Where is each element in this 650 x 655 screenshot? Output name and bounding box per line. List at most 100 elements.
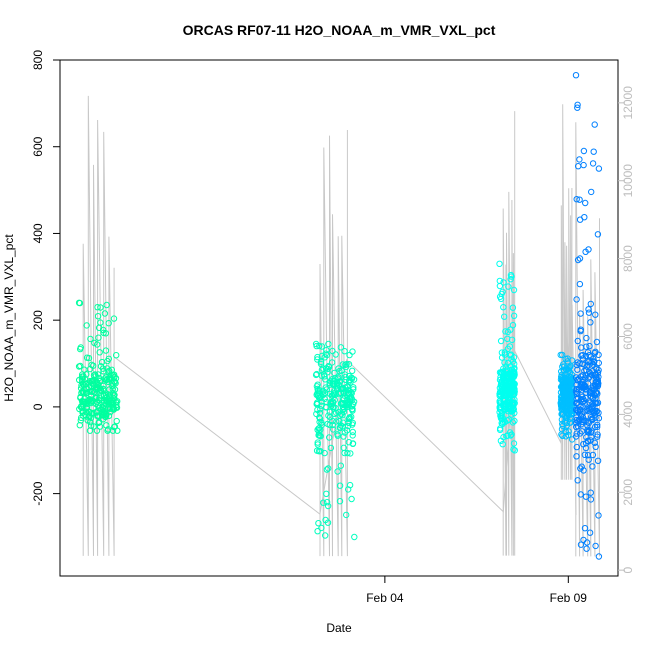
data-point [572,72,580,79]
data-point [496,260,503,267]
data-point [342,373,349,381]
data-point [584,422,591,429]
data-point [578,413,585,420]
data-point [590,361,597,369]
data-point [573,430,580,437]
data-point [507,271,515,279]
data-point [86,365,94,373]
data-point [335,365,342,372]
data-point [89,388,97,395]
data-point [343,511,350,519]
data-point [345,390,352,397]
data-point [579,351,586,359]
data-point [559,382,567,389]
data-point [110,405,118,412]
data-point [498,382,505,389]
data-point [325,363,333,371]
data-point [582,493,590,500]
data-point [349,367,356,374]
y2-axis-tick-label: 12000 [621,86,635,120]
y-axis-tick-label: 800 [31,50,45,70]
data-point [95,334,102,341]
data-point [510,312,518,319]
data-point [86,427,94,434]
data-point [324,502,332,510]
data-point [558,368,565,375]
data-point [506,429,514,436]
data-point [104,427,111,434]
data-point [333,418,340,425]
data-point [315,520,322,527]
data-point [314,441,321,448]
data-point [565,428,572,435]
data-point [507,351,515,358]
data-point [111,373,118,380]
data-point [573,196,580,203]
data-point [557,351,564,359]
x-axis-label: Date [326,621,352,635]
data-point [562,427,569,435]
data-point [100,329,107,336]
data-point [507,352,514,359]
series-flight-3 [496,260,518,454]
data-point [105,391,112,398]
data-point [113,417,120,425]
data-point [573,390,580,398]
data-point [331,390,338,397]
data-point [586,529,594,536]
data-point [90,362,97,369]
data-point [580,441,587,448]
data-point [594,433,601,440]
data-point [591,121,598,128]
data-point [594,457,602,464]
data-point [557,399,564,407]
data-point [339,400,347,407]
data-point [586,342,593,350]
data-point [345,422,352,430]
data-point [96,423,104,430]
data-point [507,432,514,439]
data-point [320,499,327,506]
data-point [587,393,595,400]
data-point [83,322,90,329]
data-point [94,402,101,409]
data-point [585,246,592,253]
data-point [497,399,505,406]
series-flight-4 [557,351,576,443]
data-point [349,428,356,436]
y2-axis-tick-label: 4000 [621,401,635,428]
data-point [509,386,516,393]
data-point [576,280,584,288]
data-point [106,405,114,413]
data-point [101,310,109,317]
data-point [500,304,507,311]
data-point [96,419,103,426]
data-point [595,553,603,560]
data-point [574,337,581,345]
data-point [505,283,512,290]
data-point [583,545,590,552]
data-point [81,395,88,402]
data-point [594,421,601,429]
data-point [587,319,594,326]
data-point [317,448,324,455]
data-point [90,423,97,430]
data-point [592,311,599,318]
data-point [575,401,582,408]
data-point [95,419,102,427]
data-point [345,361,353,368]
y-axis-tick-label: 400 [31,223,45,243]
data-point [320,371,328,378]
data-point [322,376,329,383]
data-point [75,299,83,306]
data-point [587,496,595,503]
data-point [345,378,353,385]
data-point [578,421,585,428]
data-point [584,407,591,415]
data-point [94,371,102,378]
data-point [561,383,568,390]
data-point [581,525,589,532]
data-point [328,402,335,410]
data-point [507,405,515,413]
data-point [350,386,357,393]
